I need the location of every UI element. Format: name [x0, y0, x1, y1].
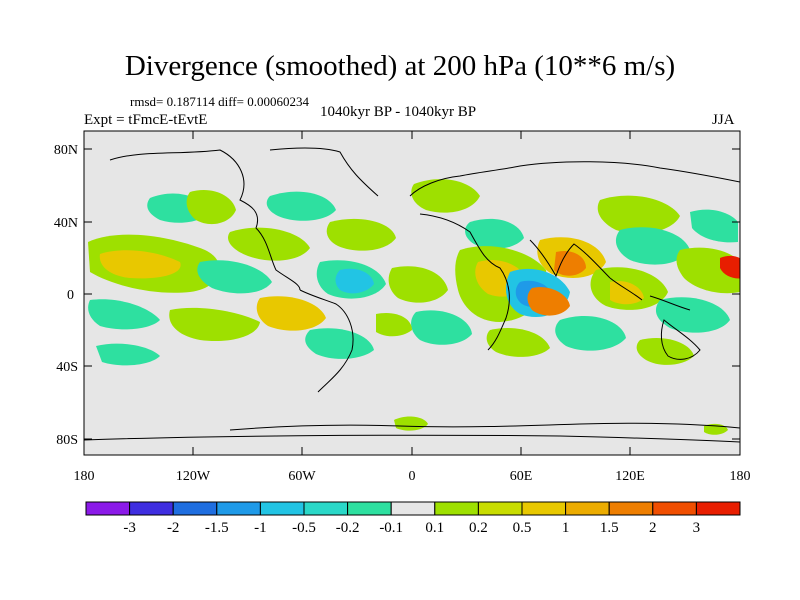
lon-label: 180 [730, 469, 751, 484]
colorbar-swatch [303, 501, 349, 516]
colorbar-swatch [652, 501, 697, 516]
coastlines [84, 147, 740, 443]
field-blob [394, 416, 428, 431]
colorbar-label: 3 [693, 520, 701, 536]
field-blob [96, 343, 160, 366]
colorbar-swatch [216, 501, 261, 516]
field-blob [256, 296, 326, 331]
stats-label: rmsd= 0.187114 diff= 0.00060234 [130, 94, 309, 109]
lat-label: 40N [54, 216, 78, 231]
colorbar-swatch [172, 501, 218, 516]
experiment-label: Expt = tFmcE-tEvtE [84, 112, 208, 128]
lon-label: 60E [510, 469, 533, 484]
divergence-field [84, 147, 740, 443]
colorbar-swatch [608, 501, 654, 516]
field-blob [527, 287, 570, 316]
lon-label: 120W [176, 469, 211, 484]
colorbar-swatch [129, 501, 174, 516]
field-blob [615, 227, 690, 265]
lon-label: 0 [409, 469, 416, 484]
colorbar-swatch [85, 501, 131, 516]
field-blob [305, 328, 374, 359]
lat-label: 40S [56, 360, 78, 375]
field-blob [99, 250, 181, 279]
field-blob [197, 260, 272, 294]
colorbar-label: -0.1 [379, 520, 403, 536]
colorbar: -3 -2 -1.5 -1 -0.5 -0.2 -0.1 0.1 0.2 0.5 1 1.5 2 3 [85, 501, 741, 536]
plot-title: Divergence (smoothed) at 200 hPa (10**6 … [124, 50, 676, 82]
lon-label: 180 [74, 469, 95, 484]
field-blob [335, 268, 374, 294]
colorbar-label: 0.1 [425, 520, 444, 536]
field-blob [411, 310, 472, 345]
field-blob [411, 179, 480, 213]
field-blob [555, 316, 626, 351]
colorbar-swatch [434, 501, 479, 516]
period-label: 1040kyr BP - 1040kyr BP [320, 104, 477, 120]
lon-ticks [83, 131, 741, 455]
colorbar-swatch [521, 501, 567, 516]
field-blob [376, 312, 412, 337]
colorbar-label: -3 [123, 520, 136, 536]
lat-label: 80N [54, 143, 78, 158]
colorbar-label: -0.5 [292, 520, 316, 536]
colorbar-swatch [347, 501, 392, 516]
field-blob [655, 297, 730, 333]
colorbar-label: 2 [649, 520, 657, 536]
colorbar-swatch [695, 501, 741, 516]
lat-label: 0 [67, 288, 74, 303]
field-blob [610, 280, 644, 305]
field-blob [597, 195, 680, 234]
field-blob [486, 328, 550, 357]
colorbar-swatch [565, 501, 610, 516]
field-blob [690, 209, 738, 243]
colorbar-label: -0.2 [336, 520, 360, 536]
field-blob [465, 218, 524, 249]
field-blob [720, 255, 740, 279]
colorbar-label: 1.5 [600, 520, 619, 536]
colorbar-swatch [390, 501, 436, 516]
colorbar-label: 0.2 [469, 520, 488, 536]
lon-label: 120E [615, 469, 645, 484]
season-label: JJA [712, 112, 735, 128]
field-blob [326, 218, 396, 251]
colorbar-label: -1 [254, 520, 267, 536]
field-blob [554, 250, 586, 276]
field-blob [266, 191, 336, 221]
lon-label: 60W [288, 469, 316, 484]
field-blob [88, 299, 160, 330]
colorbar-label: 1 [562, 520, 570, 536]
field-blob [186, 190, 236, 225]
colorbar-swatch [477, 501, 523, 516]
lat-ticks [84, 148, 740, 440]
lat-label: 80S [56, 433, 78, 448]
field-blob [169, 307, 260, 342]
colorbar-label: 0.5 [513, 520, 532, 536]
field-blob [388, 266, 448, 303]
field-blob [228, 227, 310, 261]
colorbar-label: -2 [167, 520, 180, 536]
colorbar-label: -1.5 [205, 520, 229, 536]
colorbar-swatch [259, 501, 305, 516]
